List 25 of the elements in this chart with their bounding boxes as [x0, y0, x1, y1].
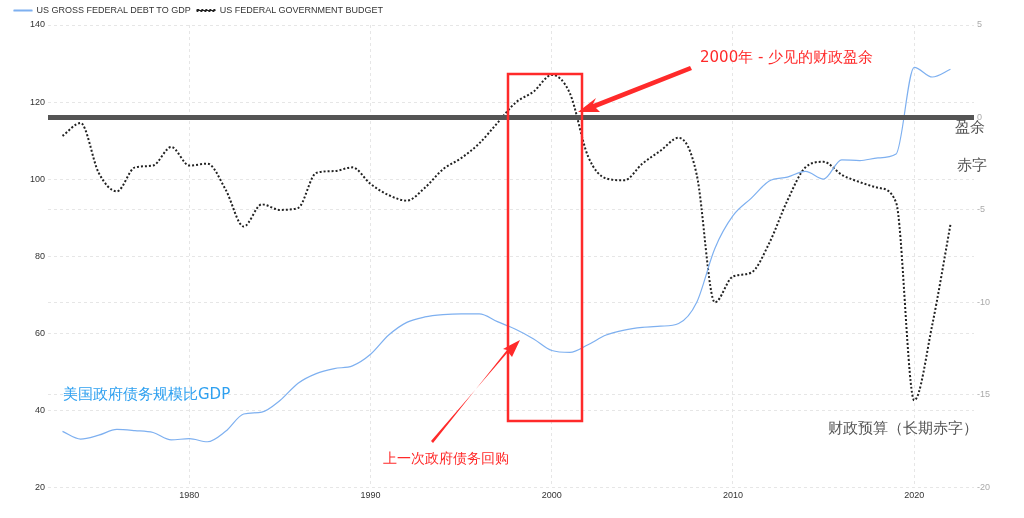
x-tick-label: 1980	[179, 490, 200, 501]
annotation: 财政预算（长期赤字）	[828, 419, 978, 437]
x-tick-label: 2020	[904, 490, 925, 501]
y-tick-label: 140	[29, 19, 45, 30]
y2-tick-label: 5	[977, 19, 983, 30]
y-tick-label: 20	[34, 481, 45, 492]
annotation: 赤字	[957, 156, 987, 174]
y2-tick-label: -20	[977, 481, 991, 492]
x-tick-label: 1990	[360, 490, 381, 501]
annotation: 上一次政府债务回购	[383, 449, 509, 467]
legend-label: US GROSS FEDERAL DEBT TO GDP	[36, 4, 191, 15]
y-tick-label: 80	[34, 250, 45, 261]
y2-tick-label: -5	[977, 204, 986, 215]
y-tick-label: 120	[29, 96, 45, 107]
y-tick-label: 40	[34, 404, 45, 415]
annotation: 美国政府债务规模比GDP	[63, 385, 231, 403]
x-tick-label: 2010	[722, 490, 743, 501]
annotation: 2000年 - 少见的财政盈余	[700, 48, 874, 66]
legend-label: US FEDERAL GOVERNMENT BUDGET	[219, 4, 384, 15]
y-tick-label: 100	[29, 173, 45, 184]
y-tick-label: 60	[34, 327, 45, 338]
x-tick-label: 2000	[541, 490, 562, 501]
y2-tick-label: -15	[977, 389, 991, 400]
annotation: 盈余	[955, 118, 985, 136]
y2-tick-label: -10	[977, 296, 991, 307]
